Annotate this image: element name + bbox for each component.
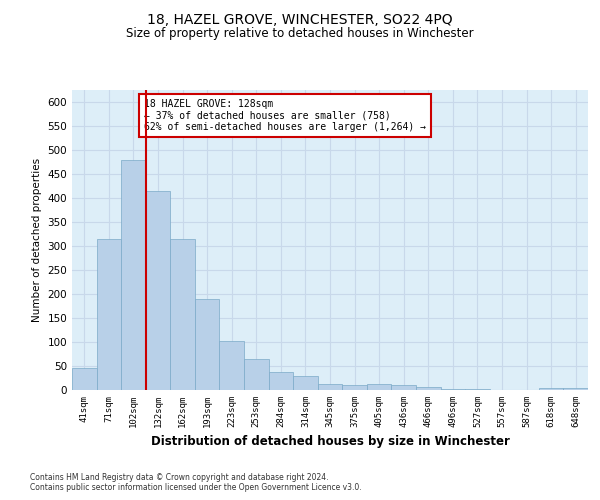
Bar: [440, 388, 465, 390]
Bar: [293, 376, 318, 390]
Bar: [318, 384, 342, 390]
Bar: [195, 299, 220, 390]
Bar: [539, 388, 563, 390]
Text: 18, HAZEL GROVE, WINCHESTER, SO22 4PQ: 18, HAZEL GROVE, WINCHESTER, SO22 4PQ: [147, 12, 453, 26]
Text: 18 HAZEL GROVE: 128sqm
← 37% of detached houses are smaller (758)
62% of semi-de: 18 HAZEL GROVE: 128sqm ← 37% of detached…: [144, 99, 426, 132]
Bar: [342, 385, 367, 390]
Bar: [367, 384, 391, 390]
Bar: [72, 368, 97, 390]
Bar: [391, 385, 416, 390]
Text: Contains HM Land Registry data © Crown copyright and database right 2024.
Contai: Contains HM Land Registry data © Crown c…: [30, 473, 362, 492]
Bar: [97, 239, 121, 390]
Bar: [121, 160, 146, 390]
Y-axis label: Number of detached properties: Number of detached properties: [32, 158, 42, 322]
Bar: [416, 386, 440, 390]
Text: Size of property relative to detached houses in Winchester: Size of property relative to detached ho…: [126, 28, 474, 40]
Bar: [563, 388, 588, 390]
Bar: [465, 388, 490, 390]
Bar: [244, 359, 269, 390]
Bar: [269, 372, 293, 390]
Bar: [220, 340, 244, 390]
Bar: [170, 239, 195, 390]
X-axis label: Distribution of detached houses by size in Winchester: Distribution of detached houses by size …: [151, 436, 509, 448]
Bar: [146, 191, 170, 390]
